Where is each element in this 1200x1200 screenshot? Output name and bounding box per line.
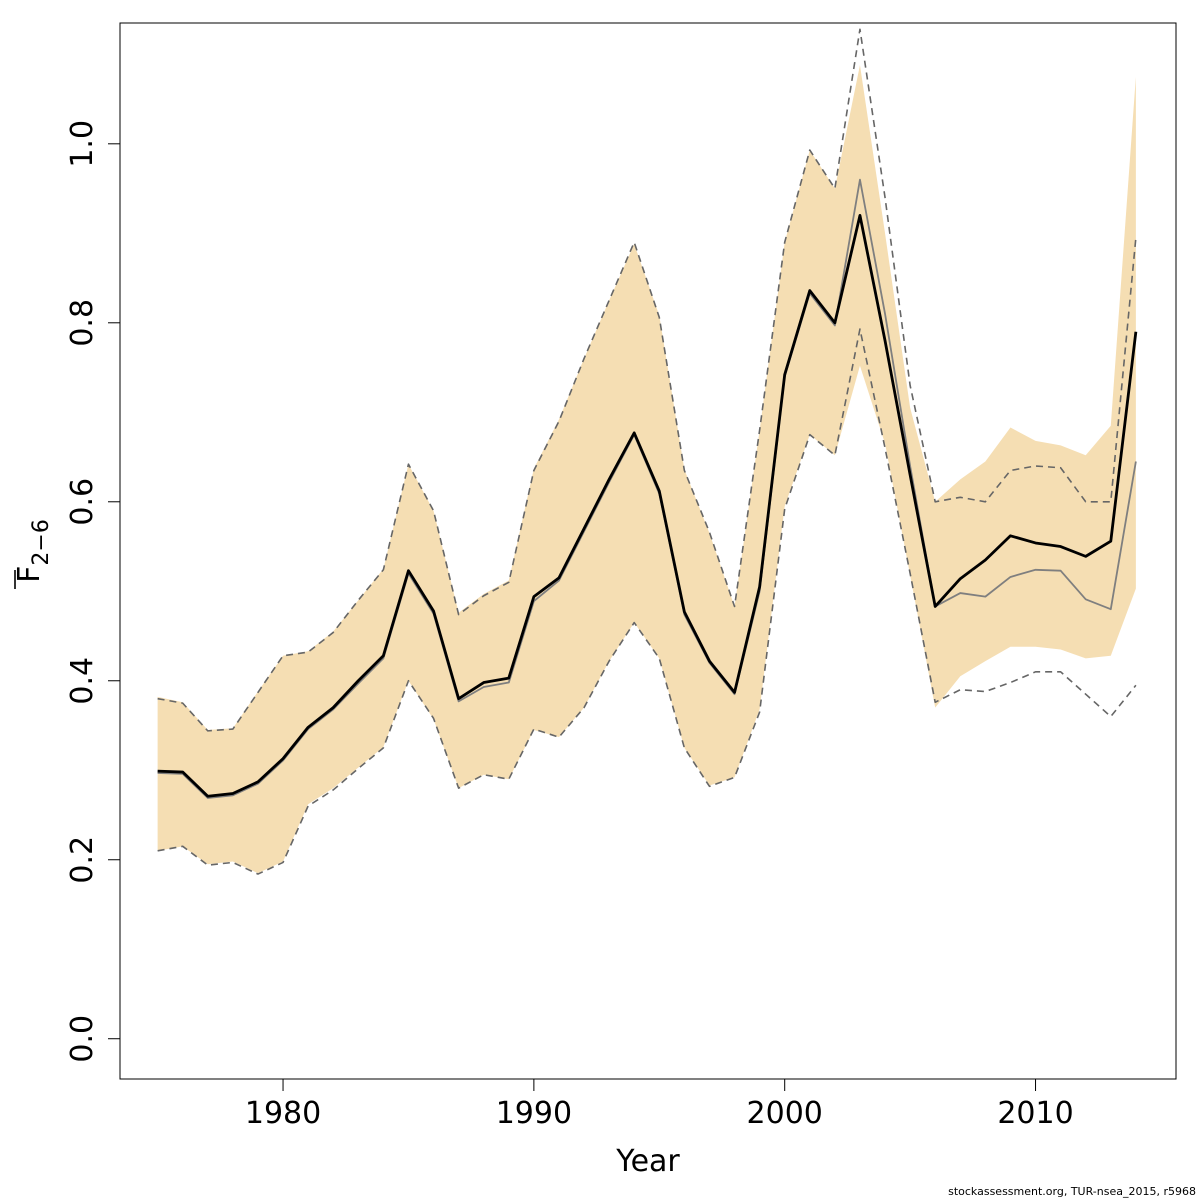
y-tick-label-group: 0.6 [65,478,100,526]
y-axis-title: F2−6 [12,519,54,589]
svg-text:F2−6: F2−6 [12,519,54,583]
y-tick-label: 0.0 [65,1015,100,1063]
y-tick-label-group: 1.0 [65,120,100,168]
x-axis-title: Year [615,1144,680,1179]
y-axis-title-subscript: 2−6 [29,519,54,565]
y-tick-label-group: 0.2 [65,836,100,884]
y-tick-label: 0.8 [65,299,100,347]
y-tick-label: 0.4 [65,657,100,705]
confidence-band [157,65,1136,874]
y-tick-label: 0.6 [65,478,100,526]
footer-credit: stockassessment.org, TUR-nsea_2015, r596… [948,1185,1196,1198]
x-tick-label: 2000 [747,1096,823,1131]
x-tick-label: 2010 [997,1096,1073,1131]
y-tick-label-group: 0.0 [65,1015,100,1063]
plot-area [157,28,1138,875]
y-axis-title-base: F [12,566,47,583]
axes: 1980 1990 2000 2010 0.0 0.2 0.4 0.6 0.8 1.0 [65,120,1074,1131]
previous-lower-ci-line [157,328,1137,875]
previous-upper-ci-line [157,28,1137,732]
y-tick-label-group: 0.8 [65,299,100,347]
x-tick-label: 1990 [496,1096,572,1131]
y-tick-label: 0.2 [65,836,100,884]
y-tick-label-group: 0.4 [65,657,100,705]
estimate-line [157,214,1138,798]
x-tick-label: 1980 [245,1096,321,1131]
y-tick-label: 1.0 [65,120,100,168]
